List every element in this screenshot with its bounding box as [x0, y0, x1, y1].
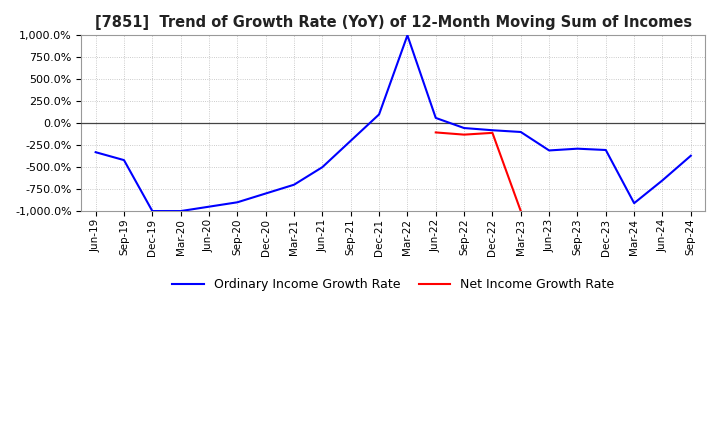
Ordinary Income Growth Rate	[374, 112, 383, 117]
Ordinary Income Growth Rate	[545, 148, 554, 153]
Ordinary Income Growth Rate	[431, 115, 440, 121]
Ordinary Income Growth Rate	[488, 128, 497, 133]
Ordinary Income Growth Rate	[630, 201, 639, 206]
Line: Ordinary Income Growth Rate: Ordinary Income Growth Rate	[96, 35, 690, 211]
Ordinary Income Growth Rate	[686, 153, 695, 158]
Net Income Growth Rate	[460, 132, 469, 137]
Ordinary Income Growth Rate	[658, 178, 667, 183]
Ordinary Income Growth Rate	[601, 147, 610, 153]
Ordinary Income Growth Rate	[573, 146, 582, 151]
Ordinary Income Growth Rate	[148, 209, 157, 214]
Ordinary Income Growth Rate	[346, 138, 355, 143]
Legend: Ordinary Income Growth Rate, Net Income Growth Rate: Ordinary Income Growth Rate, Net Income …	[167, 273, 619, 296]
Ordinary Income Growth Rate	[204, 204, 213, 209]
Ordinary Income Growth Rate	[460, 125, 469, 131]
Ordinary Income Growth Rate	[233, 200, 242, 205]
Title: [7851]  Trend of Growth Rate (YoY) of 12-Month Moving Sum of Incomes: [7851] Trend of Growth Rate (YoY) of 12-…	[94, 15, 692, 30]
Ordinary Income Growth Rate	[261, 191, 270, 196]
Net Income Growth Rate	[431, 130, 440, 135]
Ordinary Income Growth Rate	[91, 150, 100, 155]
Ordinary Income Growth Rate	[403, 33, 412, 38]
Ordinary Income Growth Rate	[120, 158, 128, 163]
Net Income Growth Rate	[488, 130, 497, 136]
Ordinary Income Growth Rate	[516, 129, 525, 135]
Line: Net Income Growth Rate: Net Income Growth Rate	[436, 132, 521, 211]
Ordinary Income Growth Rate	[289, 182, 298, 187]
Ordinary Income Growth Rate	[318, 165, 327, 170]
Ordinary Income Growth Rate	[176, 209, 185, 214]
Net Income Growth Rate	[516, 209, 525, 214]
